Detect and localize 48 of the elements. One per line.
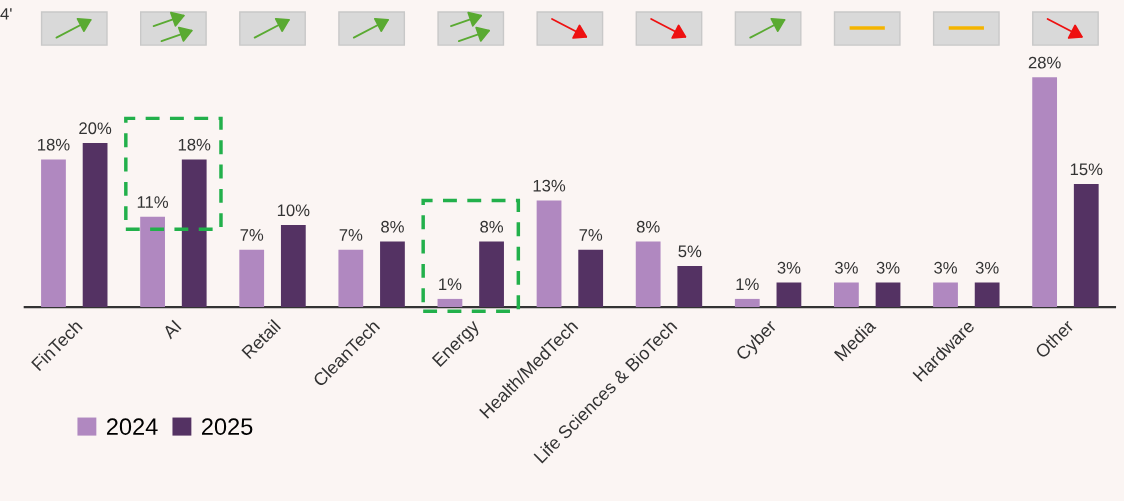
- data-label: 18%: [38, 138, 70, 151]
- legend-label: 2025: [201, 418, 253, 435]
- bar: [181, 159, 207, 308]
- bar: [776, 282, 802, 308]
- data-label: 20%: [79, 122, 112, 135]
- bar: [280, 225, 306, 308]
- bar: [479, 241, 504, 308]
- bar: [734, 298, 760, 308]
- bar: [1073, 184, 1099, 308]
- text: 4': [0, 8, 12, 20]
- data-label: 10%: [277, 204, 310, 217]
- data-label: 1%: [439, 278, 462, 290]
- data-label: 18%: [178, 138, 211, 151]
- data-label: 3%: [834, 261, 858, 274]
- data-label: 7%: [240, 229, 264, 241]
- data-label: 7%: [579, 229, 603, 241]
- bar: [437, 298, 463, 308]
- data-label: 3%: [777, 261, 801, 274]
- data-label: 13%: [533, 179, 566, 192]
- data-label: 8%: [480, 220, 504, 233]
- bar: [933, 282, 958, 308]
- data-label: 3%: [975, 261, 999, 274]
- bar: [834, 282, 859, 308]
- bar: [1032, 77, 1058, 308]
- data-label: 15%: [1070, 163, 1103, 176]
- data-label: 5%: [678, 245, 702, 258]
- data-label: 3%: [934, 261, 957, 274]
- bar: [41, 159, 66, 308]
- legend-label: 2024: [106, 418, 158, 435]
- x-tick-label: AI: [161, 319, 182, 340]
- data-label: 28%: [1028, 56, 1061, 69]
- data-label: 11%: [137, 196, 169, 208]
- bar: [140, 216, 165, 308]
- bar: [578, 249, 604, 308]
- bar: [239, 249, 265, 308]
- data-label: 1%: [736, 278, 759, 290]
- bar: [635, 241, 661, 308]
- bar: [338, 249, 364, 308]
- bar: [82, 143, 108, 308]
- bar: [677, 266, 703, 308]
- bar: [380, 241, 405, 308]
- bar: [536, 200, 562, 308]
- bar: [875, 282, 901, 308]
- data-label: 3%: [876, 261, 900, 274]
- data-label: 8%: [381, 220, 404, 233]
- data-label: 7%: [339, 229, 363, 241]
- data-label: 8%: [636, 220, 660, 233]
- bar: [974, 282, 1000, 308]
